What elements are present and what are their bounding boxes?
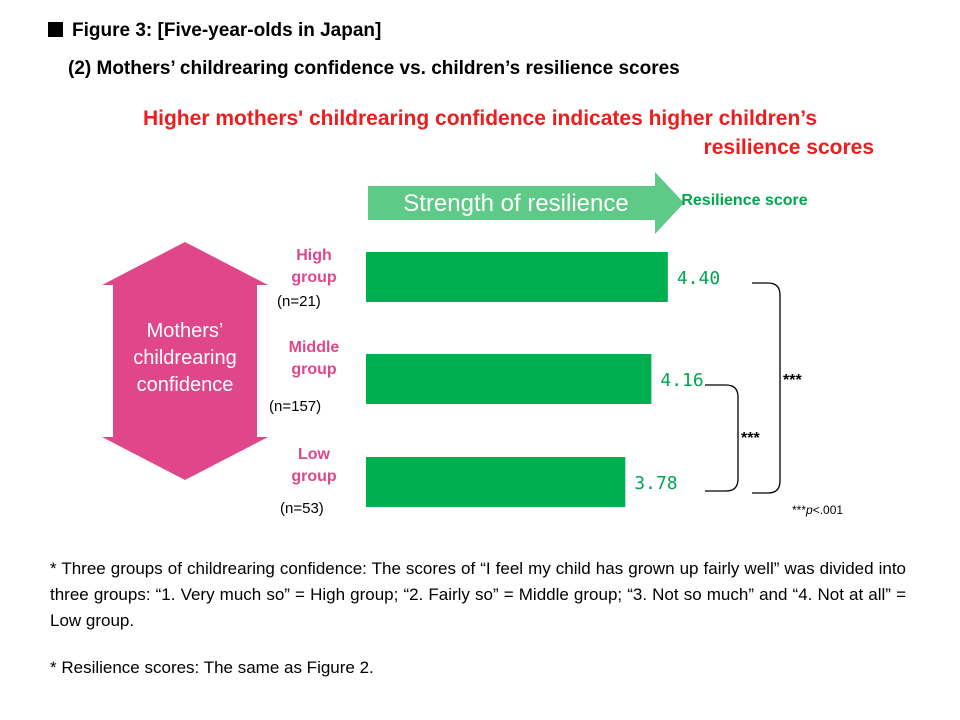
value-column-header: Resilience score	[681, 192, 808, 209]
bar-low	[366, 457, 626, 507]
figure-subtitle: (2) Mothers’ childrearing confidence vs.…	[68, 58, 680, 79]
significance-note: ***p<.001	[792, 503, 843, 517]
significance-bracket-middle-low	[705, 384, 739, 492]
value-label-group: 4.40 4.16 3.78	[634, 268, 720, 494]
figure-title-text: Figure 3: [Five-year-olds in Japan]	[72, 20, 382, 41]
bar-high	[366, 252, 668, 302]
headline-line-2: resilience scores	[703, 136, 874, 159]
sample-size-low: (n=53)	[280, 500, 324, 517]
significance-note-stars: ***	[792, 503, 807, 517]
figure-title: Figure 3: [Five-year-olds in Japan]	[48, 20, 381, 42]
strength-arrow-label: Strength of resilience	[403, 190, 628, 217]
footnote-groups: * Three groups of childrearing confidenc…	[50, 559, 906, 630]
sample-size-high: (n=21)	[277, 293, 321, 310]
strength-arrow-shape	[368, 172, 684, 234]
footnote-scores: * Resilience scores: The same as Figure …	[50, 658, 374, 677]
confidence-double-arrow	[102, 242, 268, 480]
significance-bracket-high-low	[752, 282, 781, 494]
sample-size-middle: (n=157)	[269, 398, 322, 415]
significance-mark-high-low: ***	[783, 372, 802, 389]
bar-middle	[366, 354, 652, 404]
category-label-low: Low group	[291, 446, 337, 485]
bar-group	[366, 252, 668, 507]
value-label-middle: 4.16	[660, 370, 703, 391]
confidence-arrow-label: Mothers’ childrearing confidence	[133, 320, 237, 396]
significance-note-threshold: <.001	[812, 503, 844, 517]
headline-line-1: Higher mothers' childrearing confidence …	[142, 107, 818, 130]
value-label-low: 3.78	[634, 473, 677, 494]
significance-mark-middle-low: ***	[741, 430, 760, 447]
square-bullet-icon	[48, 22, 63, 37]
significance-note-p: p	[806, 503, 813, 517]
category-label-middle: Middle group	[288, 339, 340, 378]
value-label-high: 4.40	[677, 268, 720, 289]
category-label-high: High group	[291, 247, 337, 286]
